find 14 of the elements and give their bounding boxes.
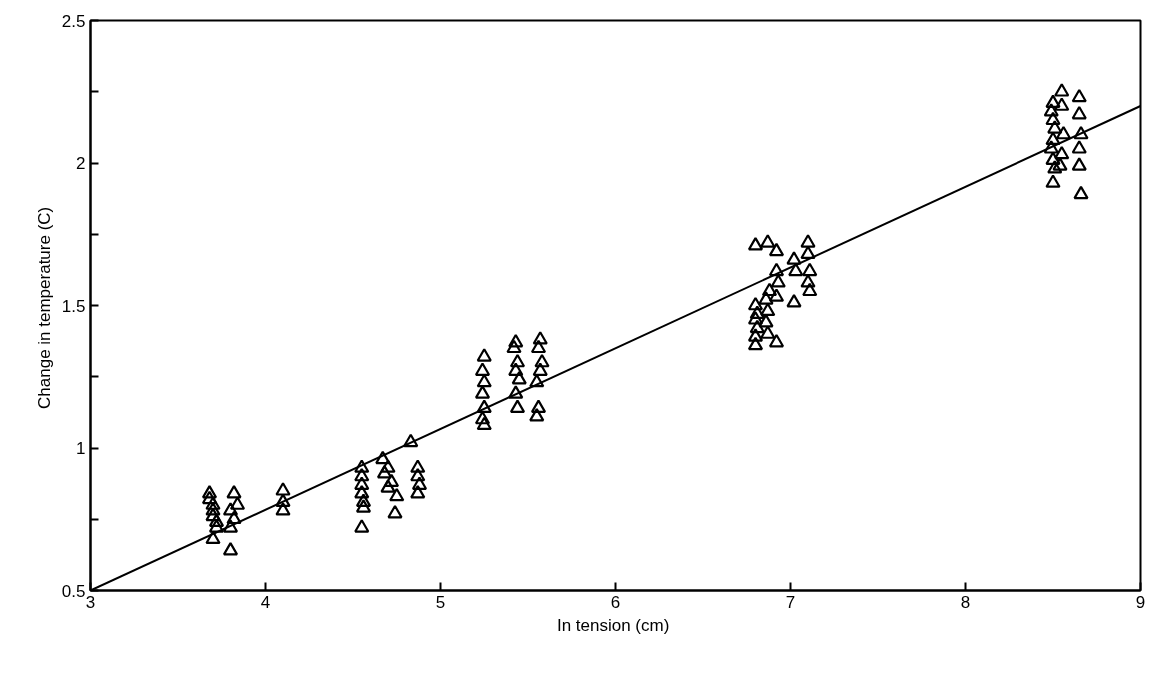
x-tick-label: 8 <box>960 592 971 612</box>
y-tick-label: 1 <box>76 439 86 458</box>
y-tick-label: 2 <box>76 154 86 173</box>
y-axis-title: Change in temperature (C) <box>34 206 54 409</box>
y-tick-label: 2.5 <box>61 11 86 31</box>
y-tick-label: 1.5 <box>61 296 86 316</box>
y-tick-label: 0.5 <box>61 581 86 601</box>
x-tick-label: 3 <box>85 592 96 612</box>
x-tick-label: 5 <box>435 592 446 612</box>
x-tick-label: 9 <box>1135 592 1146 612</box>
x-tick-label: 7 <box>785 592 796 612</box>
x-tick-label: 4 <box>260 592 271 612</box>
x-axis-title: In tension (cm) <box>556 615 670 635</box>
x-tick-label: 6 <box>610 592 621 612</box>
